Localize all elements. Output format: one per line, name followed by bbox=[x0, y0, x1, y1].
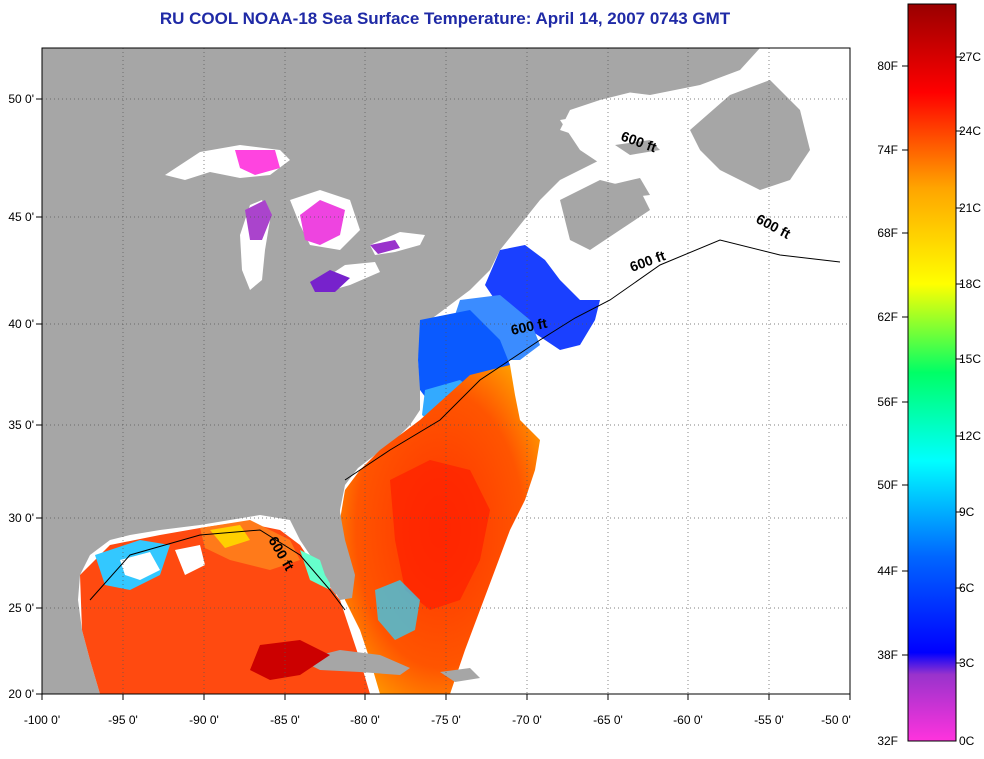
colorbar-c-label: 0C bbox=[959, 734, 975, 748]
colorbar-c-label: 6C bbox=[959, 581, 975, 595]
colorbar-c-labels: 27C 24C 21C 18C 15C 12C 9C 6C 3C 0C bbox=[959, 50, 981, 748]
lat-labels: 20 0' 25 0' 30 0' 35 0' 40 0' 45 0' 50 0… bbox=[8, 92, 34, 701]
land-north-america bbox=[42, 48, 730, 694]
lon-tick-label: -95 0' bbox=[108, 713, 138, 727]
colorbar-f-label: 56F bbox=[877, 395, 898, 409]
lat-tick-label: 20 0' bbox=[8, 687, 34, 701]
lat-tick-label: 30 0' bbox=[8, 511, 34, 525]
colorbar-c-label: 27C bbox=[959, 50, 981, 64]
lon-tick-label: -85 0' bbox=[270, 713, 300, 727]
lon-tick-label: -70 0' bbox=[512, 713, 542, 727]
lon-tick-label: -60 0' bbox=[673, 713, 703, 727]
colorbar-f-label: 68F bbox=[877, 226, 898, 240]
land-florida bbox=[305, 512, 355, 600]
lon-tick-label: -90 0' bbox=[189, 713, 219, 727]
colorbar-c-label: 15C bbox=[959, 352, 981, 366]
colorbar bbox=[907, 3, 957, 742]
colorbar-f-label: 32F bbox=[877, 734, 898, 748]
map-title: RU COOL NOAA-18 Sea Surface Temperature:… bbox=[159, 9, 731, 28]
colorbar-c-label: 24C bbox=[959, 124, 981, 138]
lon-tick-label: -50 0' bbox=[821, 713, 851, 727]
lat-tick-label: 35 0' bbox=[8, 418, 34, 432]
lon-tick-label: -80 0' bbox=[350, 713, 380, 727]
colorbar-f-label: 62F bbox=[877, 310, 898, 324]
colorbar-f-label: 80F bbox=[877, 59, 898, 73]
contour-label-4: 600 ft bbox=[509, 315, 548, 338]
lon-tick-label: -65 0' bbox=[593, 713, 623, 727]
lat-tick-label: 40 0' bbox=[8, 317, 34, 331]
isobath-600ft bbox=[89, 239, 841, 611]
colorbar-f-label: 50F bbox=[877, 478, 898, 492]
colorbar-f-label: 38F bbox=[877, 648, 898, 662]
colorbar-c-label: 3C bbox=[959, 656, 975, 670]
lon-tick-label: -55 0' bbox=[754, 713, 784, 727]
colorbar-f-labels: 80F 74F 68F 62F 56F 50F 44F 38F 32F bbox=[877, 59, 898, 748]
land-labrador bbox=[600, 48, 760, 95]
lon-tick-label: -75 0' bbox=[431, 713, 461, 727]
colorbar-f-label: 74F bbox=[877, 143, 898, 157]
colorbar-c-label: 9C bbox=[959, 505, 975, 519]
colorbar-c-label: 12C bbox=[959, 429, 981, 443]
colorbar-c-label: 18C bbox=[959, 277, 981, 291]
lon-labels: -100 0' -95 0' -90 0' -85 0' -80 0' -75 … bbox=[24, 713, 851, 727]
axis-ticks bbox=[36, 98, 851, 700]
lat-tick-label: 50 0' bbox=[8, 92, 34, 106]
colorbar-ticks bbox=[902, 56, 962, 664]
land-newfoundland bbox=[690, 80, 810, 190]
graticule bbox=[42, 48, 850, 694]
sst-gulf-of-maine bbox=[485, 245, 600, 350]
lat-tick-label: 25 0' bbox=[8, 601, 34, 615]
lon-tick-label: -100 0' bbox=[24, 713, 60, 727]
colorbar-f-label: 44F bbox=[877, 564, 898, 578]
colorbar-c-label: 21C bbox=[959, 201, 981, 215]
lat-tick-label: 45 0' bbox=[8, 210, 34, 224]
